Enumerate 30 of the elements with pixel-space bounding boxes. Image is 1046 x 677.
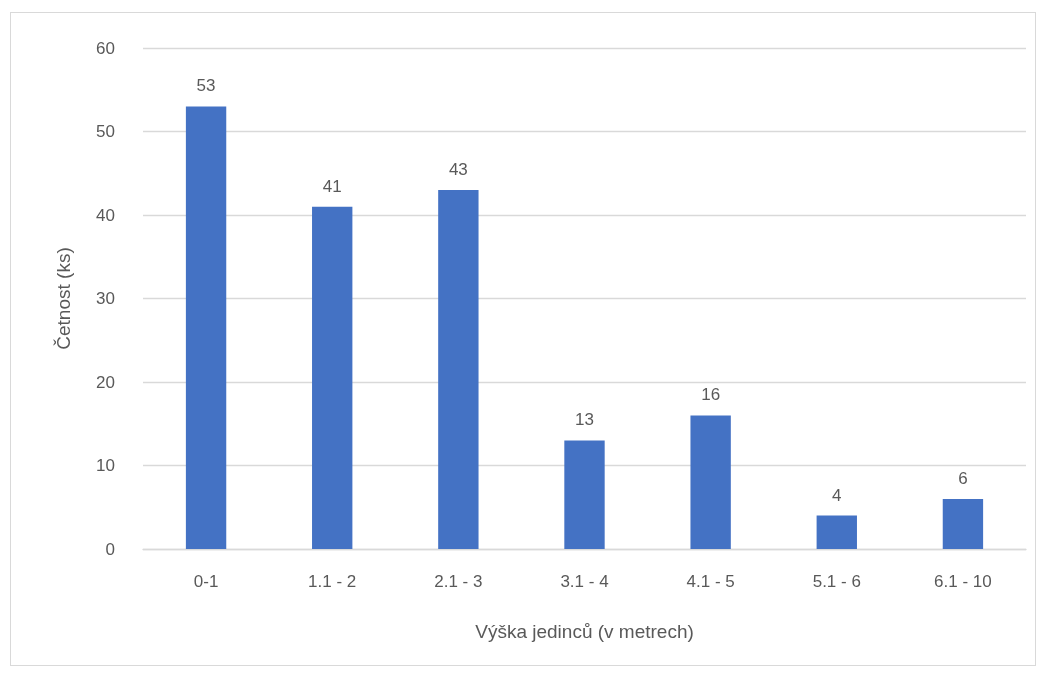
data-label: 43 xyxy=(448,159,468,179)
y-tick-label: 40 xyxy=(96,205,115,225)
data-label: 41 xyxy=(322,176,342,196)
x-tick-label: 6.1 - 10 xyxy=(934,572,992,591)
x-tick-label: 3.1 - 4 xyxy=(560,572,609,591)
y-tick-label: 30 xyxy=(96,289,115,308)
data-label: 4 xyxy=(832,485,842,505)
data-label: 13 xyxy=(575,410,594,430)
y-tick-label: 20 xyxy=(96,372,115,392)
y-tick-label: 60 xyxy=(96,38,115,58)
bar xyxy=(438,189,479,549)
data-label: 6 xyxy=(958,468,968,488)
x-tick-label: 0-1 xyxy=(193,572,219,591)
bar xyxy=(185,106,227,549)
x-tick-label: 1.1 - 2 xyxy=(308,572,357,591)
x-tick-label: 2.1 - 3 xyxy=(434,572,483,591)
x-tick-label: 4.1 - 5 xyxy=(686,572,735,591)
data-label: 53 xyxy=(196,76,216,96)
bar xyxy=(942,498,984,549)
bar xyxy=(564,440,605,549)
bar xyxy=(690,415,731,549)
bar xyxy=(816,515,857,549)
bar xyxy=(312,206,353,549)
y-tick-label: 0 xyxy=(105,539,115,559)
x-tick-label: 5.1 - 6 xyxy=(812,572,861,591)
y-axis-title: Četnost (ks) xyxy=(53,247,74,350)
y-tick-label: 50 xyxy=(96,122,115,141)
x-axis-title: Výška jedinců (v metrech) xyxy=(475,621,694,642)
data-label: 16 xyxy=(701,385,721,405)
y-tick-label: 10 xyxy=(96,456,115,475)
